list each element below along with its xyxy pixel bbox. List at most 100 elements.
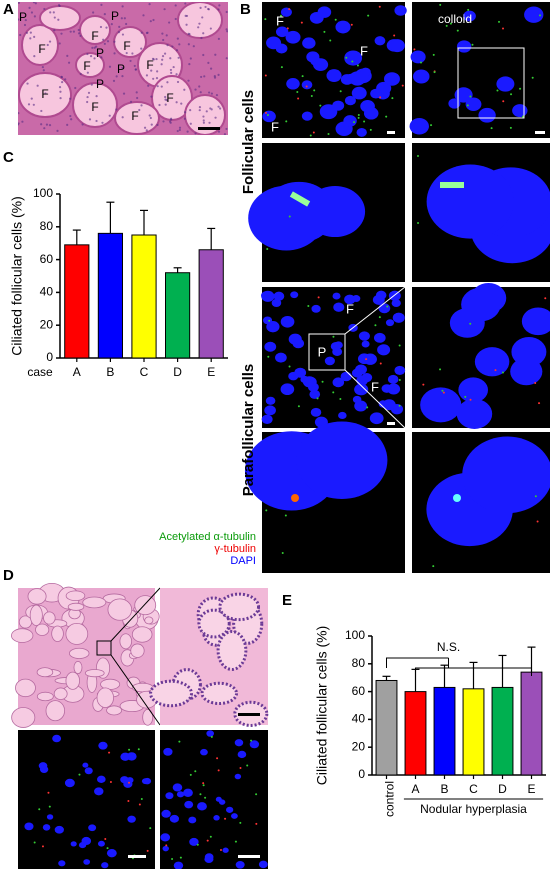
nucleus	[79, 34, 82, 37]
cilium	[357, 116, 360, 119]
cilium	[104, 837, 107, 840]
nucleus	[214, 53, 217, 56]
nucleus	[172, 65, 175, 69]
cilium	[379, 96, 382, 99]
cilium	[366, 406, 369, 409]
nucleus	[88, 824, 97, 832]
nucleus	[129, 100, 133, 103]
nucleus	[156, 123, 159, 127]
nucleus	[103, 13, 106, 16]
y-tick-label: 80	[352, 656, 366, 670]
image-label: F	[271, 119, 279, 134]
nucleus	[333, 302, 345, 312]
nucleus	[194, 88, 197, 91]
nucleus	[164, 103, 167, 106]
nucleus	[326, 69, 342, 82]
cilium	[279, 14, 282, 17]
nucleus	[131, 52, 134, 55]
nucleus	[225, 57, 228, 60]
cilium	[363, 120, 366, 123]
follicle	[36, 667, 54, 678]
cilium	[471, 43, 474, 46]
y-tick-label: 60	[352, 684, 366, 698]
cilium	[339, 90, 342, 93]
nucleus	[205, 110, 208, 113]
cilium	[440, 182, 464, 188]
cilium	[265, 509, 268, 512]
nucleus	[32, 103, 35, 106]
nucleus	[354, 383, 369, 396]
nucleus	[106, 40, 110, 43]
nucleus	[178, 128, 181, 132]
cilium	[284, 514, 287, 517]
cilium	[149, 827, 152, 830]
nucleus	[163, 747, 173, 756]
x-axis-label: case	[27, 365, 53, 379]
image-label: F	[83, 59, 90, 73]
nucleus	[87, 91, 91, 94]
nucleus	[175, 49, 179, 52]
cilium	[469, 95, 472, 98]
nucleus	[275, 26, 289, 38]
cilium	[127, 800, 130, 803]
cilium	[369, 128, 372, 131]
nucleus	[225, 806, 234, 813]
y-tick-label: 0	[46, 350, 53, 364]
nucleus	[319, 104, 338, 120]
nucleus	[188, 816, 197, 824]
nucleus	[100, 3, 103, 6]
nucleus	[140, 47, 143, 50]
nucleus	[187, 32, 190, 35]
nucleus	[166, 44, 169, 47]
nucleus	[117, 31, 121, 34]
nucleus	[189, 837, 199, 846]
nucleus	[115, 108, 118, 111]
cilium	[268, 319, 271, 322]
nucleus	[225, 127, 228, 131]
cilium	[321, 380, 324, 383]
nucleus	[140, 104, 143, 107]
nucleus	[261, 414, 273, 424]
cilium	[288, 365, 291, 368]
cilium	[539, 14, 542, 17]
nucleus	[97, 840, 105, 847]
nucleus	[266, 321, 280, 333]
cilium	[217, 769, 220, 772]
image-label: F	[166, 91, 173, 105]
nucleus	[57, 18, 60, 21]
cilium	[33, 841, 36, 844]
nucleus	[110, 22, 113, 26]
cilium	[317, 296, 320, 299]
nucleus	[207, 7, 210, 11]
annotation: N.S.	[437, 640, 460, 654]
nucleus	[90, 83, 93, 86]
nucleus	[184, 800, 194, 809]
nucleus	[175, 101, 178, 104]
nucleus	[217, 130, 221, 133]
cilium	[106, 847, 109, 850]
cilium	[356, 64, 359, 67]
cilium	[323, 30, 326, 33]
nucleus	[463, 10, 476, 22]
nucleus	[174, 4, 177, 7]
nucleus	[302, 37, 316, 49]
nucleus	[273, 291, 285, 301]
nucleus	[225, 10, 228, 14]
nucleus	[189, 122, 192, 125]
image-label: F	[123, 39, 130, 53]
cilium	[266, 247, 269, 250]
follicle	[96, 687, 114, 708]
significance-bracket	[386, 657, 449, 668]
nucleus	[79, 72, 82, 76]
nucleus	[372, 294, 385, 305]
nucleus	[215, 93, 219, 97]
cilium	[140, 798, 143, 801]
nucleus	[86, 71, 89, 74]
nucleus	[60, 75, 63, 78]
follicle	[197, 608, 231, 639]
cilium	[538, 402, 541, 405]
follicle	[106, 705, 123, 716]
nucleus	[165, 792, 174, 800]
nucleus	[200, 748, 208, 756]
nucleus	[275, 352, 287, 363]
